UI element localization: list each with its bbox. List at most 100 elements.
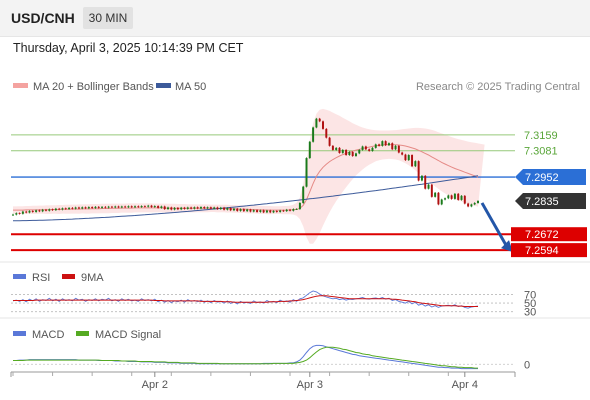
- x-tick-label: Apr 3: [297, 379, 323, 391]
- candle: [196, 207, 199, 209]
- candle: [242, 209, 245, 212]
- candle: [295, 209, 298, 210]
- candle: [368, 149, 371, 151]
- pivot-tag: [515, 169, 586, 186]
- candle: [341, 149, 344, 153]
- candle: [345, 149, 348, 156]
- candle: [430, 184, 433, 197]
- rsi-ma-line: [13, 295, 478, 307]
- candle: [134, 206, 137, 208]
- rsi-legend-swatch: [13, 274, 26, 279]
- candle: [170, 207, 173, 210]
- support-label: 7.2594: [525, 245, 559, 257]
- candle: [269, 210, 272, 213]
- candle: [338, 147, 341, 153]
- candle: [48, 209, 51, 211]
- macd-line: [13, 344, 478, 370]
- resistance-label: 7.3081: [524, 146, 558, 158]
- candle: [160, 206, 163, 208]
- candle: [199, 207, 202, 209]
- candle: [378, 144, 381, 146]
- macd-signal-line: [13, 346, 478, 369]
- chart-header: USD/CNH 30 MIN: [0, 0, 590, 37]
- forecast-arrow-shaft: [480, 202, 508, 246]
- candle: [64, 208, 67, 210]
- candle: [394, 145, 397, 150]
- candle: [114, 206, 117, 208]
- candle: [150, 205, 153, 208]
- candle: [41, 209, 44, 212]
- candle: [94, 206, 97, 209]
- candle: [463, 195, 466, 204]
- candle: [167, 207, 169, 210]
- candle: [153, 206, 156, 208]
- candle: [397, 145, 400, 153]
- rsi-level-label: 30: [524, 307, 536, 319]
- price-level-labels: 7.3159 7.3081 7.2952 7.2835 7.2672 7.2594: [511, 130, 587, 258]
- candle: [312, 127, 315, 142]
- candle: [407, 155, 410, 161]
- rsi-ma-legend-swatch: [62, 274, 75, 279]
- candle: [97, 206, 100, 208]
- bollinger-band-fill: [13, 108, 485, 244]
- candle: [417, 161, 420, 181]
- candle: [54, 208, 57, 211]
- candle: [440, 199, 443, 205]
- candle: [272, 210, 275, 213]
- candle: [401, 152, 404, 155]
- timeframe-button[interactable]: 30 MIN: [83, 7, 133, 29]
- candle: [470, 204, 473, 207]
- symbol-label: USD/CNH: [11, 10, 75, 26]
- candle: [404, 154, 407, 161]
- candle: [259, 210, 262, 212]
- candle: [424, 175, 427, 189]
- last-price-tag: [515, 192, 586, 209]
- candle: [173, 207, 176, 210]
- candle: [414, 161, 417, 167]
- candle: [193, 207, 196, 209]
- candle: [21, 211, 24, 214]
- candle: [44, 209, 47, 211]
- price-levels: [11, 134, 515, 252]
- support-tag: [511, 227, 587, 242]
- candle: [351, 151, 354, 157]
- candle: [124, 206, 127, 208]
- candle: [110, 206, 113, 208]
- last-price-label: 7.2835: [525, 196, 559, 208]
- candle: [381, 141, 384, 146]
- candle: [265, 210, 268, 213]
- candle: [420, 175, 423, 181]
- candle: [315, 118, 318, 128]
- bollinger-legend-swatch: [13, 83, 28, 88]
- candle: [107, 206, 110, 208]
- candle: [331, 145, 334, 150]
- candle: [77, 207, 80, 209]
- candle: [285, 209, 288, 212]
- candle: [229, 208, 232, 211]
- candle: [28, 210, 31, 213]
- chart-datetime: Thursday, April 3, 2025 10:14:39 PM CET: [13, 41, 244, 55]
- rsi-level-label: 70: [524, 289, 536, 301]
- candle: [308, 141, 311, 159]
- candle: [12, 214, 14, 216]
- ma50-line: [13, 175, 479, 222]
- candle: [473, 202, 476, 205]
- moving-averages: [13, 144, 479, 222]
- candle: [18, 213, 21, 214]
- candle: [71, 207, 74, 209]
- candle: [256, 210, 259, 212]
- candle: [104, 206, 107, 208]
- candle: [219, 207, 222, 210]
- candle: [292, 209, 295, 211]
- candle: [51, 209, 54, 211]
- candle: [348, 151, 351, 156]
- candle: [298, 202, 301, 210]
- candle: [157, 206, 160, 208]
- candle: [180, 207, 183, 210]
- candle: [38, 210, 41, 212]
- candle: [127, 206, 130, 208]
- candle: [361, 146, 364, 150]
- x-tick-label: Apr 2: [142, 379, 168, 391]
- candle: [447, 195, 450, 199]
